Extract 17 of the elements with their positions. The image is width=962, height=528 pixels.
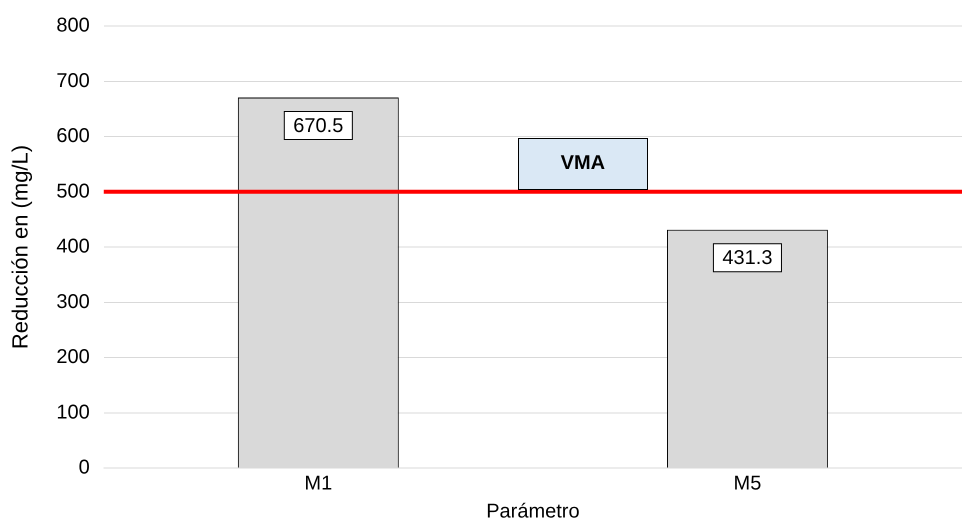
y-tick-label: 500 — [56, 180, 90, 202]
label-box: VMA — [518, 138, 648, 190]
data-label: 670.5 — [293, 115, 344, 138]
ref-line-label: VMA — [560, 152, 606, 176]
x-tick-label: M1 — [304, 472, 332, 495]
y-tick-label: 800 — [56, 14, 90, 37]
y-tick-label: 300 — [56, 290, 90, 313]
y-axis-title: Reducción en (mg/L) — [7, 144, 32, 350]
y-tick-label: 0 — [78, 456, 90, 479]
y-tick-label: 600 — [56, 125, 90, 148]
x-tick-label: M5 — [734, 472, 762, 495]
data-label: 431.3 — [722, 247, 772, 270]
x-axis-title: Parámetro — [486, 500, 580, 523]
y-tick-label: 400 — [56, 236, 90, 258]
y-tick-label: 100 — [56, 401, 90, 424]
y-tick-label: 700 — [56, 70, 90, 92]
y-tick-label: 200 — [56, 346, 90, 368]
